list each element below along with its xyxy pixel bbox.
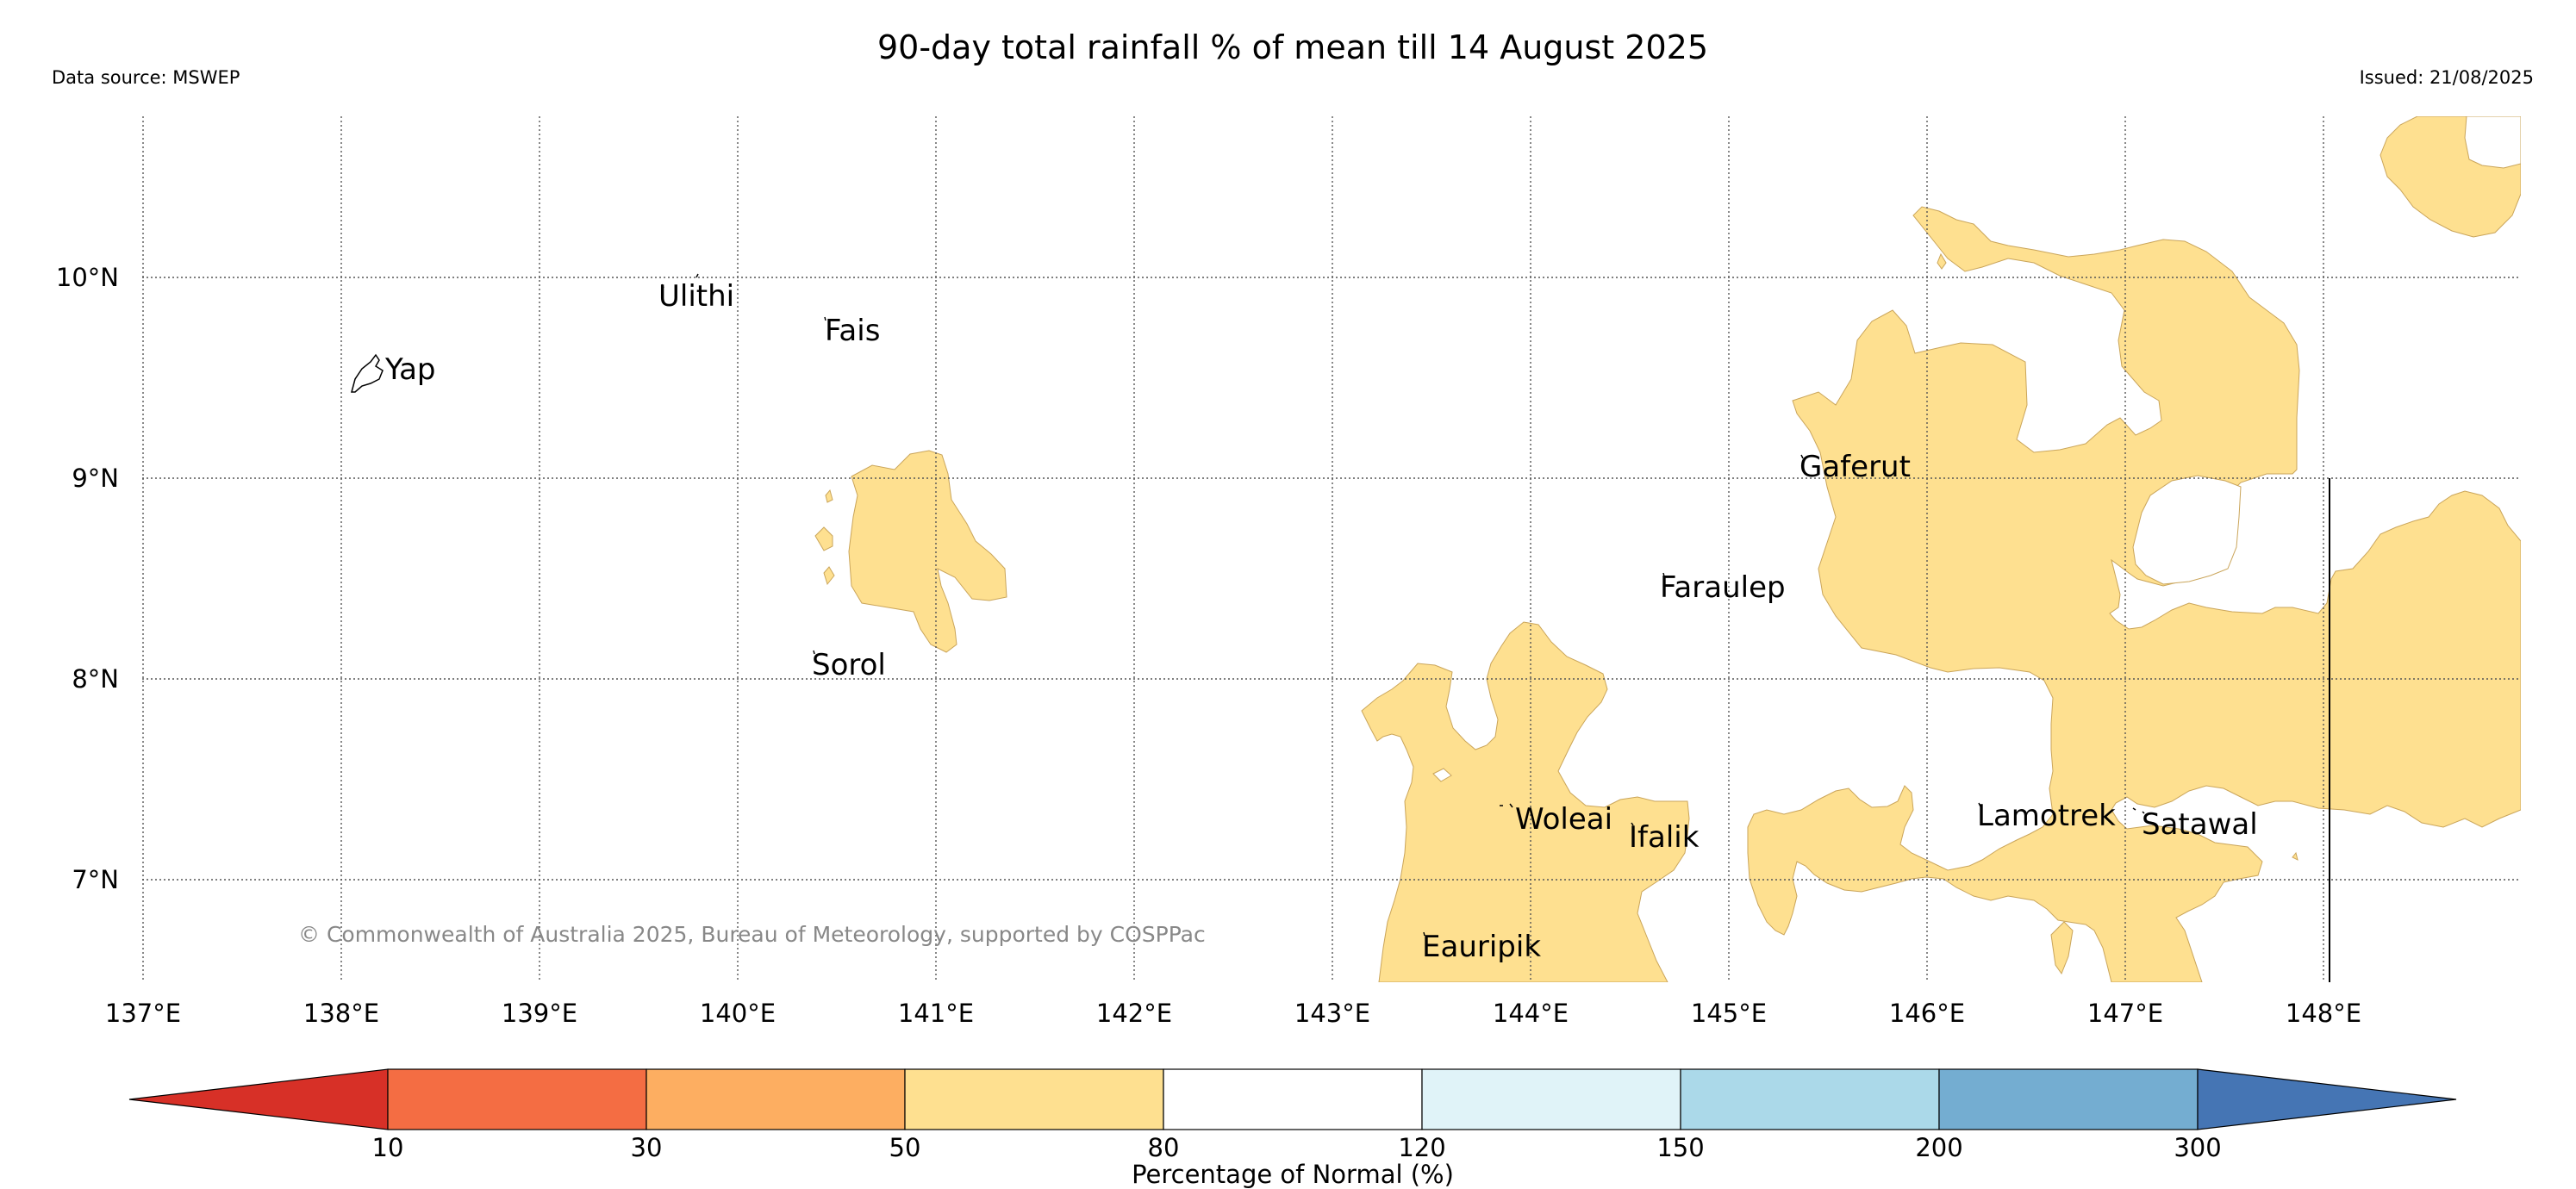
- lat-label: 9°N: [72, 464, 119, 493]
- place-label-yap: Yap: [384, 352, 436, 387]
- rainfall-shading-layer: [814, 116, 2521, 982]
- yap-island-shape: [351, 353, 384, 393]
- legend-tick: 50: [889, 1133, 921, 1162]
- map-plot-area: Yap Ulithi Fais Sorol Gaferut Faraulep W…: [56, 116, 2521, 1028]
- legend-swatch: [646, 1068, 906, 1130]
- shade-region-tiny: [2292, 851, 2298, 861]
- legend-tick: 150: [1656, 1133, 1704, 1162]
- place-label-woleai: Woleai: [1515, 802, 1612, 837]
- legend-tick: 30: [631, 1133, 663, 1162]
- legend-extend-high: [2197, 1068, 2457, 1130]
- legend-extend-low: [128, 1068, 389, 1130]
- place-label-gaferut: Gaferut: [1799, 450, 1911, 484]
- shade-region-dot-2: [823, 566, 835, 586]
- gridlines: [142, 116, 2521, 982]
- legend-tick: 300: [2174, 1133, 2221, 1162]
- place-labels: Yap Ulithi Fais Sorol Gaferut Faraulep W…: [384, 279, 2258, 964]
- lon-label: 137°E: [105, 999, 181, 1028]
- shade-region-sliver: [1937, 252, 1947, 270]
- island-markers: [661, 273, 2145, 937]
- shade-region-dot-1: [814, 526, 833, 551]
- latitude-labels: 10°N 9°N 8°N 7°N: [56, 263, 119, 894]
- place-label-faraulep: Faraulep: [1660, 570, 1786, 605]
- legend-tick: 10: [372, 1133, 404, 1162]
- lon-label: 147°E: [2087, 999, 2163, 1028]
- place-label-ulithi: Ulithi: [658, 279, 734, 314]
- copyright-notice: © Commonwealth of Australia 2025, Bureau…: [298, 922, 1206, 947]
- lon-label: 146°E: [1889, 999, 1965, 1028]
- place-label-sorol: Sorol: [812, 648, 886, 682]
- legend-swatch: [1421, 1068, 1681, 1130]
- lon-label: 142°E: [1096, 999, 1172, 1028]
- place-label-eauripik: Eauripik: [1422, 930, 1541, 964]
- legend-tick: 200: [1915, 1133, 1962, 1162]
- lon-label: 145°E: [1691, 999, 1767, 1028]
- legend-tick: 80: [1148, 1133, 1180, 1162]
- legend-swatch: [904, 1068, 1164, 1130]
- legend-swatch: [1938, 1068, 2199, 1130]
- issued-label: Issued: 21/08/2025: [2360, 67, 2534, 88]
- shade-region-central: [848, 450, 1007, 653]
- place-label-lamotrek: Lamotrek: [1977, 799, 2116, 833]
- shade-region-east: [1747, 206, 2521, 982]
- legend-swatch: [1680, 1068, 1940, 1130]
- legend-swatch: [1163, 1068, 1423, 1130]
- lon-label: 143°E: [1294, 999, 1370, 1028]
- lon-label: 140°E: [700, 999, 776, 1028]
- lon-label: 139°E: [502, 999, 577, 1028]
- place-label-fais: Fais: [825, 314, 880, 348]
- lat-label: 10°N: [56, 263, 119, 292]
- shade-region-south: [1361, 621, 1690, 982]
- legend-swatch: [387, 1068, 647, 1130]
- shade-region-bottom-bit: [2050, 921, 2074, 975]
- legend-colorbar: 10 30 50 80 120 150 200 300 Percentage o…: [128, 1068, 2457, 1189]
- legend-tick-labels: 10 30 50 80 120 150 200 300: [372, 1133, 2222, 1162]
- shade-region-dot-3: [825, 489, 833, 503]
- place-label-ifalik: Ifalik: [1629, 820, 1700, 855]
- shade-region-ne-hole: [2464, 116, 2521, 169]
- map-title: 90-day total rainfall % of mean till 14 …: [877, 28, 1708, 66]
- lon-label: 148°E: [2286, 999, 2361, 1028]
- data-source-label: Data source: MSWEP: [52, 67, 240, 88]
- legend-tick: 120: [1398, 1133, 1445, 1162]
- lon-label: 141°E: [898, 999, 974, 1028]
- longitude-labels: 137°E 138°E 139°E 140°E 141°E 142°E 143°…: [105, 999, 2361, 1028]
- place-label-satawal: Satawal: [2142, 807, 2258, 842]
- legend-label: Percentage of Normal (%): [1132, 1160, 1454, 1189]
- lat-label: 7°N: [72, 865, 119, 894]
- unshaded-hole-east: [2132, 475, 2242, 585]
- lon-label: 144°E: [1493, 999, 1569, 1028]
- shade-region-south-hole: [1432, 768, 1452, 782]
- lon-label: 138°E: [303, 999, 379, 1028]
- lat-label: 8°N: [72, 664, 119, 694]
